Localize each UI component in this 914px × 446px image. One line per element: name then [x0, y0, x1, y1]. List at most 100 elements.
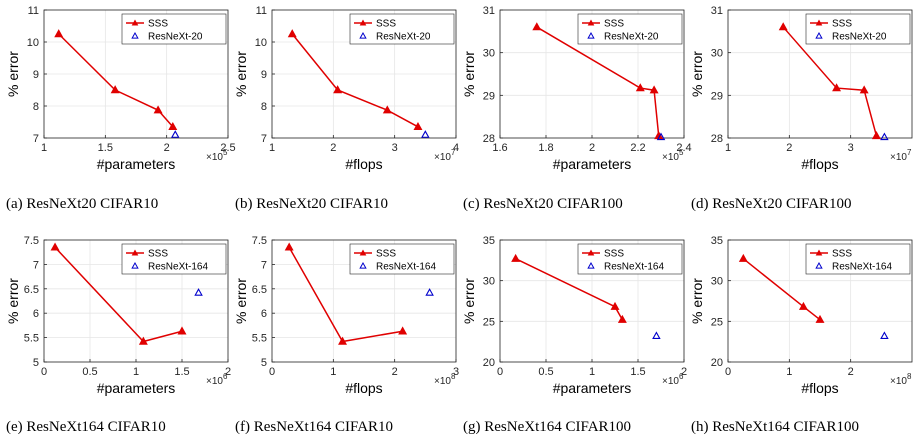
x-tick-label: 0: [497, 366, 503, 378]
y-tick-label: 25: [483, 316, 495, 328]
sss-line: [536, 26, 660, 136]
x-tick-label: 1: [269, 142, 275, 154]
panel-caption: (b) ResNeXt20 CIFAR10: [235, 196, 388, 212]
axes-box: [727, 9, 913, 139]
x-exponent-label: ×107: [434, 148, 456, 163]
x-tick-label: 2: [330, 142, 336, 154]
y-axis-label: % error: [233, 278, 249, 324]
panel-caption: (f) ResNeXt164 CIFAR10: [235, 419, 393, 435]
x-tick-label: 1: [133, 366, 139, 378]
sss-marker: [54, 29, 64, 38]
y-tick-label: 28: [483, 133, 495, 145]
sss-marker: [153, 105, 163, 114]
sss-marker: [110, 85, 120, 94]
x-tick-label: 4: [453, 142, 459, 154]
sss-marker: [511, 253, 521, 262]
x-axis-label: #parameters: [553, 156, 632, 172]
x-axis-label: #parameters: [97, 156, 176, 172]
sss-marker: [832, 83, 842, 92]
y-tick-label: 30: [483, 48, 495, 60]
chart-panel-a: 1 1.5 2 2.5 7 8 9 10 11 ×105 #parameters % error SSS…: [5, 5, 236, 212]
y-tick-label: 8: [33, 101, 39, 113]
sss-marker: [382, 105, 392, 114]
panel-caption: (g) ResNeXt164 CIFAR100: [463, 419, 631, 435]
x-tick-label: 1.6: [492, 142, 507, 154]
x-tick-label: 1: [330, 366, 336, 378]
legend-sss-label: SSS: [604, 19, 624, 30]
y-tick-label: 10: [255, 37, 267, 49]
y-tick-label: 11: [256, 5, 267, 17]
x-tick-label: 2: [164, 142, 170, 154]
y-tick-label: 30: [483, 276, 495, 288]
y-tick-label: 6: [33, 308, 39, 320]
sss-marker: [333, 85, 343, 94]
y-tick-label: 30: [711, 48, 723, 60]
x-tick-label: 1.5: [630, 366, 645, 378]
sss-marker: [284, 242, 294, 251]
legend-baseline-marker: [587, 261, 595, 269]
sss-marker: [778, 22, 788, 31]
x-tick-label: 2: [392, 366, 398, 378]
y-tick-label: 29: [483, 90, 495, 102]
x-tick-label: 1: [725, 142, 731, 154]
legend-box: [805, 13, 911, 45]
x-tick-label: 2: [589, 142, 595, 154]
sss-marker: [649, 85, 659, 94]
legend-baseline-marker: [587, 31, 595, 39]
x-tick-label: 1.8: [538, 142, 553, 154]
x-tick-label: 2: [848, 366, 854, 378]
sss-marker: [168, 121, 178, 131]
x-axis-label: #flops: [801, 156, 838, 172]
y-tick-label: 31: [711, 5, 723, 17]
chart-panel-g: 0 0.5 1 1.5 2 20 25 30 35 ×106 #parameters % error S…: [461, 235, 687, 435]
y-tick-label: 35: [711, 235, 723, 247]
sss-line: [782, 26, 878, 137]
legend-baseline-label: ResNeXt-20: [148, 32, 203, 43]
legend-sss-marker: [815, 19, 823, 26]
legend-sss-label: SSS: [376, 19, 396, 30]
legend-baseline-label: ResNeXt-164: [376, 262, 436, 273]
sss-marker: [859, 85, 869, 94]
x-exponent-label: ×108: [890, 372, 912, 387]
legend-baseline-label: ResNeXt-164: [148, 262, 208, 273]
y-tick-label: 6: [261, 308, 267, 320]
y-tick-label: 6.5: [252, 284, 267, 296]
x-tick-label: 2: [225, 366, 231, 378]
x-axis-label: #parameters: [97, 380, 176, 396]
baseline-marker: [880, 132, 889, 141]
y-axis-label: % error: [461, 278, 477, 324]
y-tick-label: 5: [261, 357, 267, 369]
x-tick-label: 3: [392, 142, 398, 154]
x-exponent-label: ×106: [206, 372, 228, 387]
baseline-marker: [421, 130, 430, 138]
sss-marker: [177, 326, 187, 335]
chart-panel-f: 0 1 2 3 5 5.5 6 6.5 7 7.5 ×108 #flops % error SSS ResN…: [233, 235, 459, 435]
sss-marker: [610, 301, 620, 310]
sss-marker: [635, 83, 645, 92]
y-tick-label: 20: [711, 357, 723, 369]
legend-baseline-label: ResNeXt-20: [376, 32, 431, 43]
legend-baseline-label: ResNeXt-20: [604, 32, 659, 43]
legend-baseline-marker: [815, 31, 823, 39]
x-tick-label: 2.4: [676, 142, 691, 154]
x-tick-label: 1.5: [98, 142, 113, 154]
x-exponent-label: ×105: [206, 148, 228, 163]
y-axis-label: % error: [689, 51, 705, 97]
sss-marker: [138, 336, 148, 345]
legend-sss-marker: [815, 249, 823, 256]
y-tick-label: 7: [33, 133, 39, 145]
baseline-marker: [425, 288, 434, 296]
x-exponent-power: 5: [679, 148, 684, 157]
sss-marker: [287, 29, 297, 38]
chart-panel-e: 0 0.5 1 1.5 2 5 5.5 6 6.5 7 7.5 ×106 #parameters % er…: [5, 235, 231, 435]
y-tick-label: 7.5: [252, 235, 267, 247]
legend-sss-marker: [587, 249, 595, 256]
y-axis-label: % error: [5, 278, 21, 324]
x-tick-label: 1.5: [174, 366, 189, 378]
x-tick-label: 1: [589, 366, 595, 378]
x-exponent-power: 7: [451, 148, 456, 157]
chart-panel-c: 1.6 1.8 2 2.2 2.4 28 29 30 31 ×105 #parameters % er…: [461, 5, 692, 212]
x-tick-label: 0: [41, 366, 47, 378]
